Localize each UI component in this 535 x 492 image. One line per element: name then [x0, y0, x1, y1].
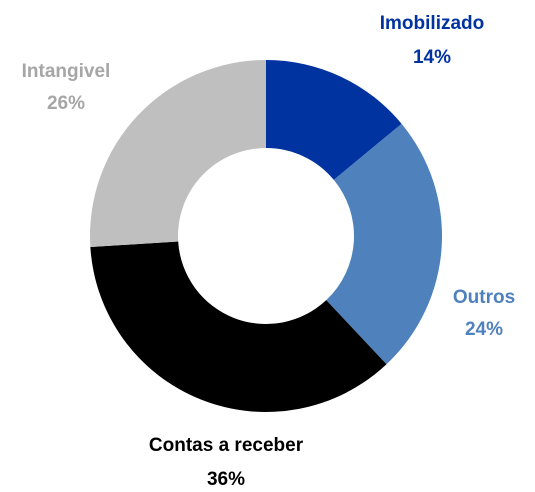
donut-slice [326, 123, 442, 365]
donut-slice [266, 60, 402, 180]
slice-value-label: 14% [413, 47, 451, 68]
slice-label: Outros [453, 287, 515, 308]
donut-slice [90, 60, 266, 248]
donut-slice [90, 241, 387, 413]
slice-label: Contas a receber [149, 435, 304, 456]
slice-value-label: 36% [207, 469, 245, 490]
slice-value-label: 26% [47, 93, 85, 114]
slice-label: Intangivel [22, 61, 111, 82]
slice-value-label: 24% [465, 319, 503, 340]
slice-label: Imobilizado [380, 13, 485, 34]
